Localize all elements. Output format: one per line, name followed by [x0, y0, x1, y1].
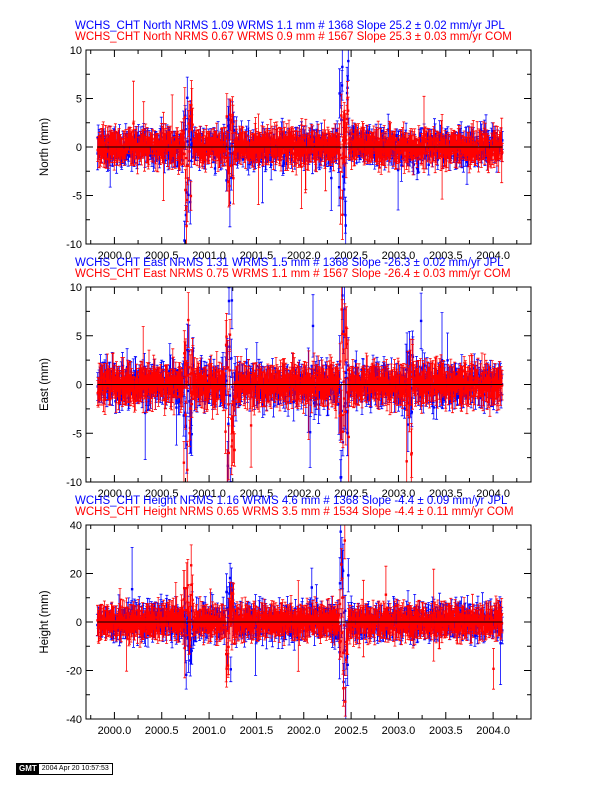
error-bars-jpl [95, 525, 504, 719]
y-tick-label: 0 [76, 380, 82, 392]
y-tick-label: -10 [66, 239, 82, 251]
x-tick-label: 2003.0 [382, 250, 416, 262]
y-tick-label: 0 [76, 142, 82, 154]
x-tick-label: 2000.0 [98, 250, 132, 262]
x-tick-label: 2004.0 [476, 725, 510, 737]
gmt-logo-stamp: GMT 2004 Apr 20 10:57:53 [16, 763, 113, 775]
x-tick-label: 2000.0 [98, 488, 132, 500]
data-points-com [96, 96, 504, 228]
gmt-logo: GMT [17, 764, 39, 774]
y-tick-label: 10 [70, 282, 82, 294]
x-tick-label: 2002.5 [334, 725, 368, 737]
chart-title-com: WCHS_CHT North NRMS 0.67 WRMS 0.9 mm # 1… [75, 31, 512, 43]
x-tick-label: 2001.0 [192, 488, 226, 500]
chart-title-com: WCHS_CHT Height NRMS 0.65 WRMS 3.5 mm # … [75, 506, 514, 518]
y-axis-label: East (mm) [39, 358, 51, 411]
series-com [96, 80, 504, 244]
x-tick-label: 2000.5 [145, 725, 179, 737]
y-tick-label: 20 [70, 569, 82, 581]
y-axis-label: North (mm) [39, 118, 51, 176]
y-tick-label: 5 [76, 94, 82, 106]
x-tick-label: 2001.0 [192, 725, 226, 737]
x-tick-label: 2002.0 [287, 488, 321, 500]
chart-title-jpl: WCHS_CHT East NRMS 1.31 WRMS 1.5 mm # 13… [75, 257, 504, 269]
y-tick-label: -5 [72, 191, 82, 203]
data-series-group [95, 525, 504, 719]
x-tick-label: 2001.5 [240, 488, 274, 500]
panel-east: WCHS_CHT East NRMS 1.31 WRMS 1.5 mm # 13… [39, 257, 532, 500]
x-tick-label: 2002.5 [334, 250, 368, 262]
data-series-group [96, 50, 504, 244]
x-tick-label: 2003.5 [429, 725, 463, 737]
x-tick-label: 2002.0 [287, 250, 321, 262]
x-tick-label: 2000.0 [98, 725, 132, 737]
series-jpl [95, 525, 504, 719]
error-bars-com [96, 80, 504, 244]
plot-timestamp: 2004 Apr 20 10:57:53 [41, 765, 109, 772]
x-tick-label: 2003.0 [382, 488, 416, 500]
y-tick-label: 5 [76, 331, 82, 343]
y-tick-label: -20 [66, 666, 82, 678]
y-tick-label: -5 [72, 428, 82, 440]
x-tick-label: 2000.5 [145, 250, 179, 262]
series-com [96, 525, 504, 717]
chart-title-jpl: WCHS_CHT Height NRMS 1.16 WRMS 4.6 mm # … [75, 495, 508, 507]
x-tick-label: 2003.5 [429, 250, 463, 262]
y-tick-label: 10 [70, 45, 82, 57]
x-tick-label: 2004.0 [476, 488, 510, 500]
x-tick-label: 2001.5 [240, 725, 274, 737]
x-tick-label: 2004.0 [476, 250, 510, 262]
y-tick-label: 0 [76, 617, 82, 629]
data-points-com [96, 539, 504, 703]
chart-title-com: WCHS_CHT East NRMS 0.75 WRMS 1.1 mm # 15… [75, 268, 511, 280]
x-tick-label: 2002.5 [334, 488, 368, 500]
panel-height: WCHS_CHT Height NRMS 1.16 WRMS 4.6 mm # … [39, 495, 532, 737]
x-tick-label: 2003.0 [382, 725, 416, 737]
x-tick-label: 2001.0 [192, 250, 226, 262]
x-tick-label: 2003.5 [429, 488, 463, 500]
y-tick-label: 40 [70, 520, 82, 532]
x-tick-label: 2002.0 [287, 725, 321, 737]
x-tick-label: 2001.5 [240, 250, 274, 262]
chart-title-jpl: WCHS_CHT North NRMS 1.09 WRMS 1.1 mm # 1… [75, 20, 505, 32]
y-tick-label: -10 [66, 477, 82, 489]
y-axis-label: Height (mm) [39, 590, 51, 653]
x-tick-label: 2000.5 [145, 488, 179, 500]
panel-north: WCHS_CHT North NRMS 1.09 WRMS 1.1 mm # 1… [39, 20, 532, 262]
y-tick-label: -40 [66, 714, 82, 726]
